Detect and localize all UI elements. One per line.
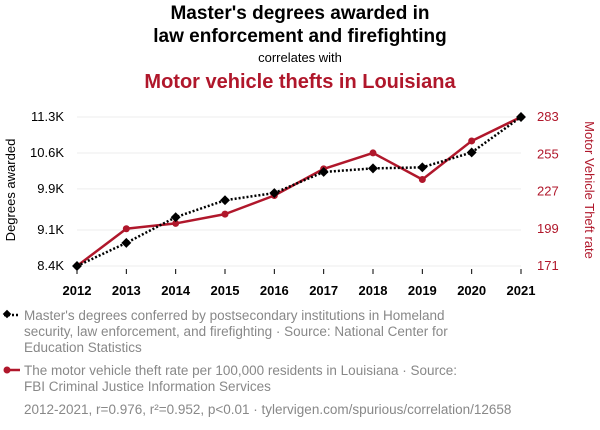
legend-text-thefts-1: The motor vehicle theft rate per 100,000… — [24, 363, 457, 378]
series-degrees-point — [269, 188, 280, 198]
correlates-with-text: correlates with — [258, 50, 342, 65]
legend-item-degrees: Master's degrees conferred by postsecond… — [2, 308, 448, 355]
x-tick-label: 2012 — [63, 283, 92, 298]
series-thefts-point — [122, 225, 130, 233]
legend-text-degrees-2: security, law enforcement, and firefight… — [24, 324, 448, 339]
x-tick-label: 2017 — [309, 283, 338, 298]
legend-text-degrees-1: Master's degrees conferred by postsecond… — [24, 308, 445, 323]
series-degrees-point — [516, 112, 526, 122]
chart-title-secondary: Motor vehicle thefts in Louisiana — [144, 71, 456, 93]
left-tick-label: 9.1K — [37, 222, 64, 237]
x-tick-label: 2019 — [408, 283, 437, 298]
right-axis-label: Motor Vehicle Theft rate — [582, 121, 597, 259]
series-thefts-point — [172, 219, 180, 227]
series-thefts-line — [76, 115, 522, 267]
series-degrees-point — [220, 195, 230, 206]
x-tick-label: 2015 — [211, 283, 240, 298]
left-tick-label: 11.3K — [31, 109, 64, 124]
series-degrees-line — [76, 115, 522, 268]
series-degrees-point — [121, 237, 132, 248]
series-degrees-point — [318, 167, 329, 177]
legend-item-thefts: The motor vehicle theft rate per 100,000… — [3, 363, 457, 394]
series-thefts-point — [468, 137, 476, 145]
x-tick-label: 2021 — [507, 283, 536, 298]
left-tick-label: 10.6K — [30, 145, 64, 160]
x-tick-label: 2014 — [161, 283, 191, 298]
series-group — [72, 112, 526, 271]
right-tick-label: 171 — [537, 258, 559, 273]
legend-marker-degrees — [2, 309, 12, 319]
left-tick-label: 8.4K — [37, 258, 64, 273]
right-tick-label: 227 — [537, 184, 559, 199]
legend-marker-thefts — [3, 366, 11, 374]
series-degrees-point — [417, 162, 428, 173]
series-degrees-point — [466, 147, 477, 158]
footer-stats: 2012-2021, r=0.976, r²=0.952, p<0.01 · t… — [24, 402, 511, 417]
chart-title-line1: Master's degrees awarded in — [170, 3, 429, 24]
x-tick-label: 2016 — [260, 283, 289, 298]
legend-text-thefts-2: FBI Criminal Justice Information Service… — [24, 379, 271, 394]
series-degrees-point — [170, 212, 181, 223]
x-tick-label: 2018 — [359, 283, 388, 298]
right-tick-label: 283 — [537, 109, 559, 124]
left-tick-label: 9.9K — [37, 181, 64, 196]
grid-lines — [77, 116, 521, 267]
series-thefts-point — [369, 149, 377, 157]
right-tick-label: 255 — [537, 146, 559, 161]
left-axis-ticks: 8.4K 9.1K 9.9K 10.6K 11.3K — [30, 109, 64, 273]
left-axis-label: Degrees awarded — [3, 139, 18, 242]
right-tick-label: 199 — [537, 221, 559, 236]
x-tick-label: 2020 — [457, 283, 486, 298]
series-thefts-point — [418, 176, 426, 184]
legend-text-degrees-3: Education Statistics — [24, 340, 142, 355]
series-degrees-point — [368, 163, 378, 174]
chart-title-line2: law enforcement and firefighting — [153, 26, 446, 47]
x-tick-label: 2013 — [112, 283, 141, 298]
legend: Master's degrees conferred by postsecond… — [2, 308, 457, 394]
right-axis-ticks: 171 199 227 255 283 — [537, 109, 559, 273]
x-axis-ticks: 2012 2013 2014 2015 2016 2017 2018 2019 2020 2021 — [63, 269, 536, 298]
series-thefts-point — [221, 210, 229, 218]
